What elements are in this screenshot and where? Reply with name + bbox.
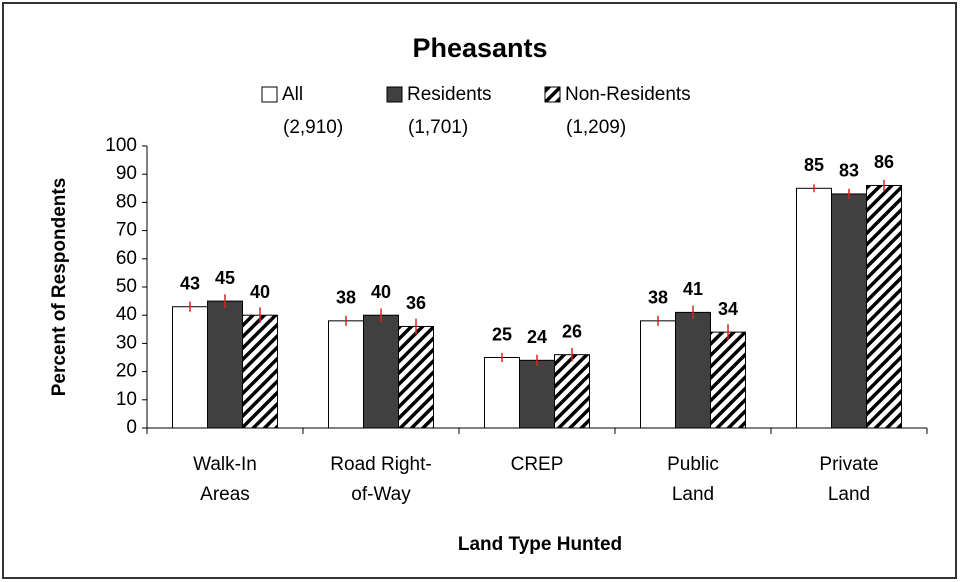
data-label: 38 (336, 288, 356, 308)
bar (675, 311, 711, 429)
legend-swatch (386, 86, 403, 103)
legend-sample-size: (1,701) (408, 117, 468, 138)
legend-swatch (544, 86, 561, 103)
bar (398, 325, 434, 429)
legend-sample-size: (2,910) (283, 117, 343, 138)
x-tick-label: Public (667, 454, 719, 475)
y-tick-label: 30 (116, 332, 137, 353)
bar (484, 357, 520, 429)
y-tick-label: 20 (116, 361, 137, 382)
x-tick-label: Land (828, 484, 870, 505)
y-tick-label: 50 (116, 276, 137, 297)
data-label: 40 (371, 282, 391, 302)
y-tick-label: 60 (116, 248, 137, 269)
x-tick-label: Land (672, 484, 714, 505)
legend-label: Residents (407, 84, 492, 105)
data-label: 38 (648, 288, 668, 308)
data-label: 40 (250, 282, 270, 302)
bar (242, 314, 278, 429)
bar (866, 184, 902, 429)
y-tick-label: 80 (116, 191, 137, 212)
bar (710, 331, 746, 429)
x-tick-label: Walk-In (193, 454, 257, 475)
x-tick-label: Road Right- (330, 454, 431, 475)
y-tick-label: 10 (116, 389, 137, 410)
data-label: 24 (527, 327, 547, 347)
bar (363, 314, 399, 429)
x-tick-label: Private (819, 454, 878, 475)
legend-swatch (261, 86, 278, 103)
data-label: 26 (562, 321, 582, 341)
data-label: 34 (718, 299, 738, 319)
data-label: 43 (180, 273, 200, 293)
y-axis-title: Percent of Respondents (49, 178, 70, 397)
bar (640, 320, 676, 429)
x-tick-label: of-Way (351, 484, 411, 505)
bar (328, 320, 364, 429)
legend-sample-size: (1,209) (566, 117, 626, 138)
x-tick-label: Areas (200, 484, 250, 505)
data-label: 25 (492, 324, 512, 344)
y-tick-label: 40 (116, 304, 137, 325)
x-tick-label: CREP (511, 454, 564, 475)
bar (796, 187, 832, 429)
bar (172, 306, 208, 429)
data-label: 86 (874, 152, 894, 172)
data-label: 45 (215, 268, 235, 288)
data-label: 83 (839, 161, 859, 181)
legend-label: Non-Residents (565, 84, 691, 105)
data-label: 36 (406, 293, 426, 313)
bar (554, 354, 590, 429)
bar (519, 359, 555, 429)
data-label: 41 (683, 279, 703, 299)
y-tick-label: 70 (116, 220, 137, 241)
bar (831, 193, 867, 429)
y-tick-label: 100 (105, 135, 137, 156)
x-axis-title: Land Type Hunted (458, 534, 622, 555)
chart-title: Pheasants (412, 33, 547, 63)
y-tick-label: 90 (116, 163, 137, 184)
y-tick-label: 0 (126, 417, 137, 438)
data-label: 85 (804, 155, 824, 175)
legend-label: All (282, 84, 303, 105)
bar (207, 300, 243, 429)
